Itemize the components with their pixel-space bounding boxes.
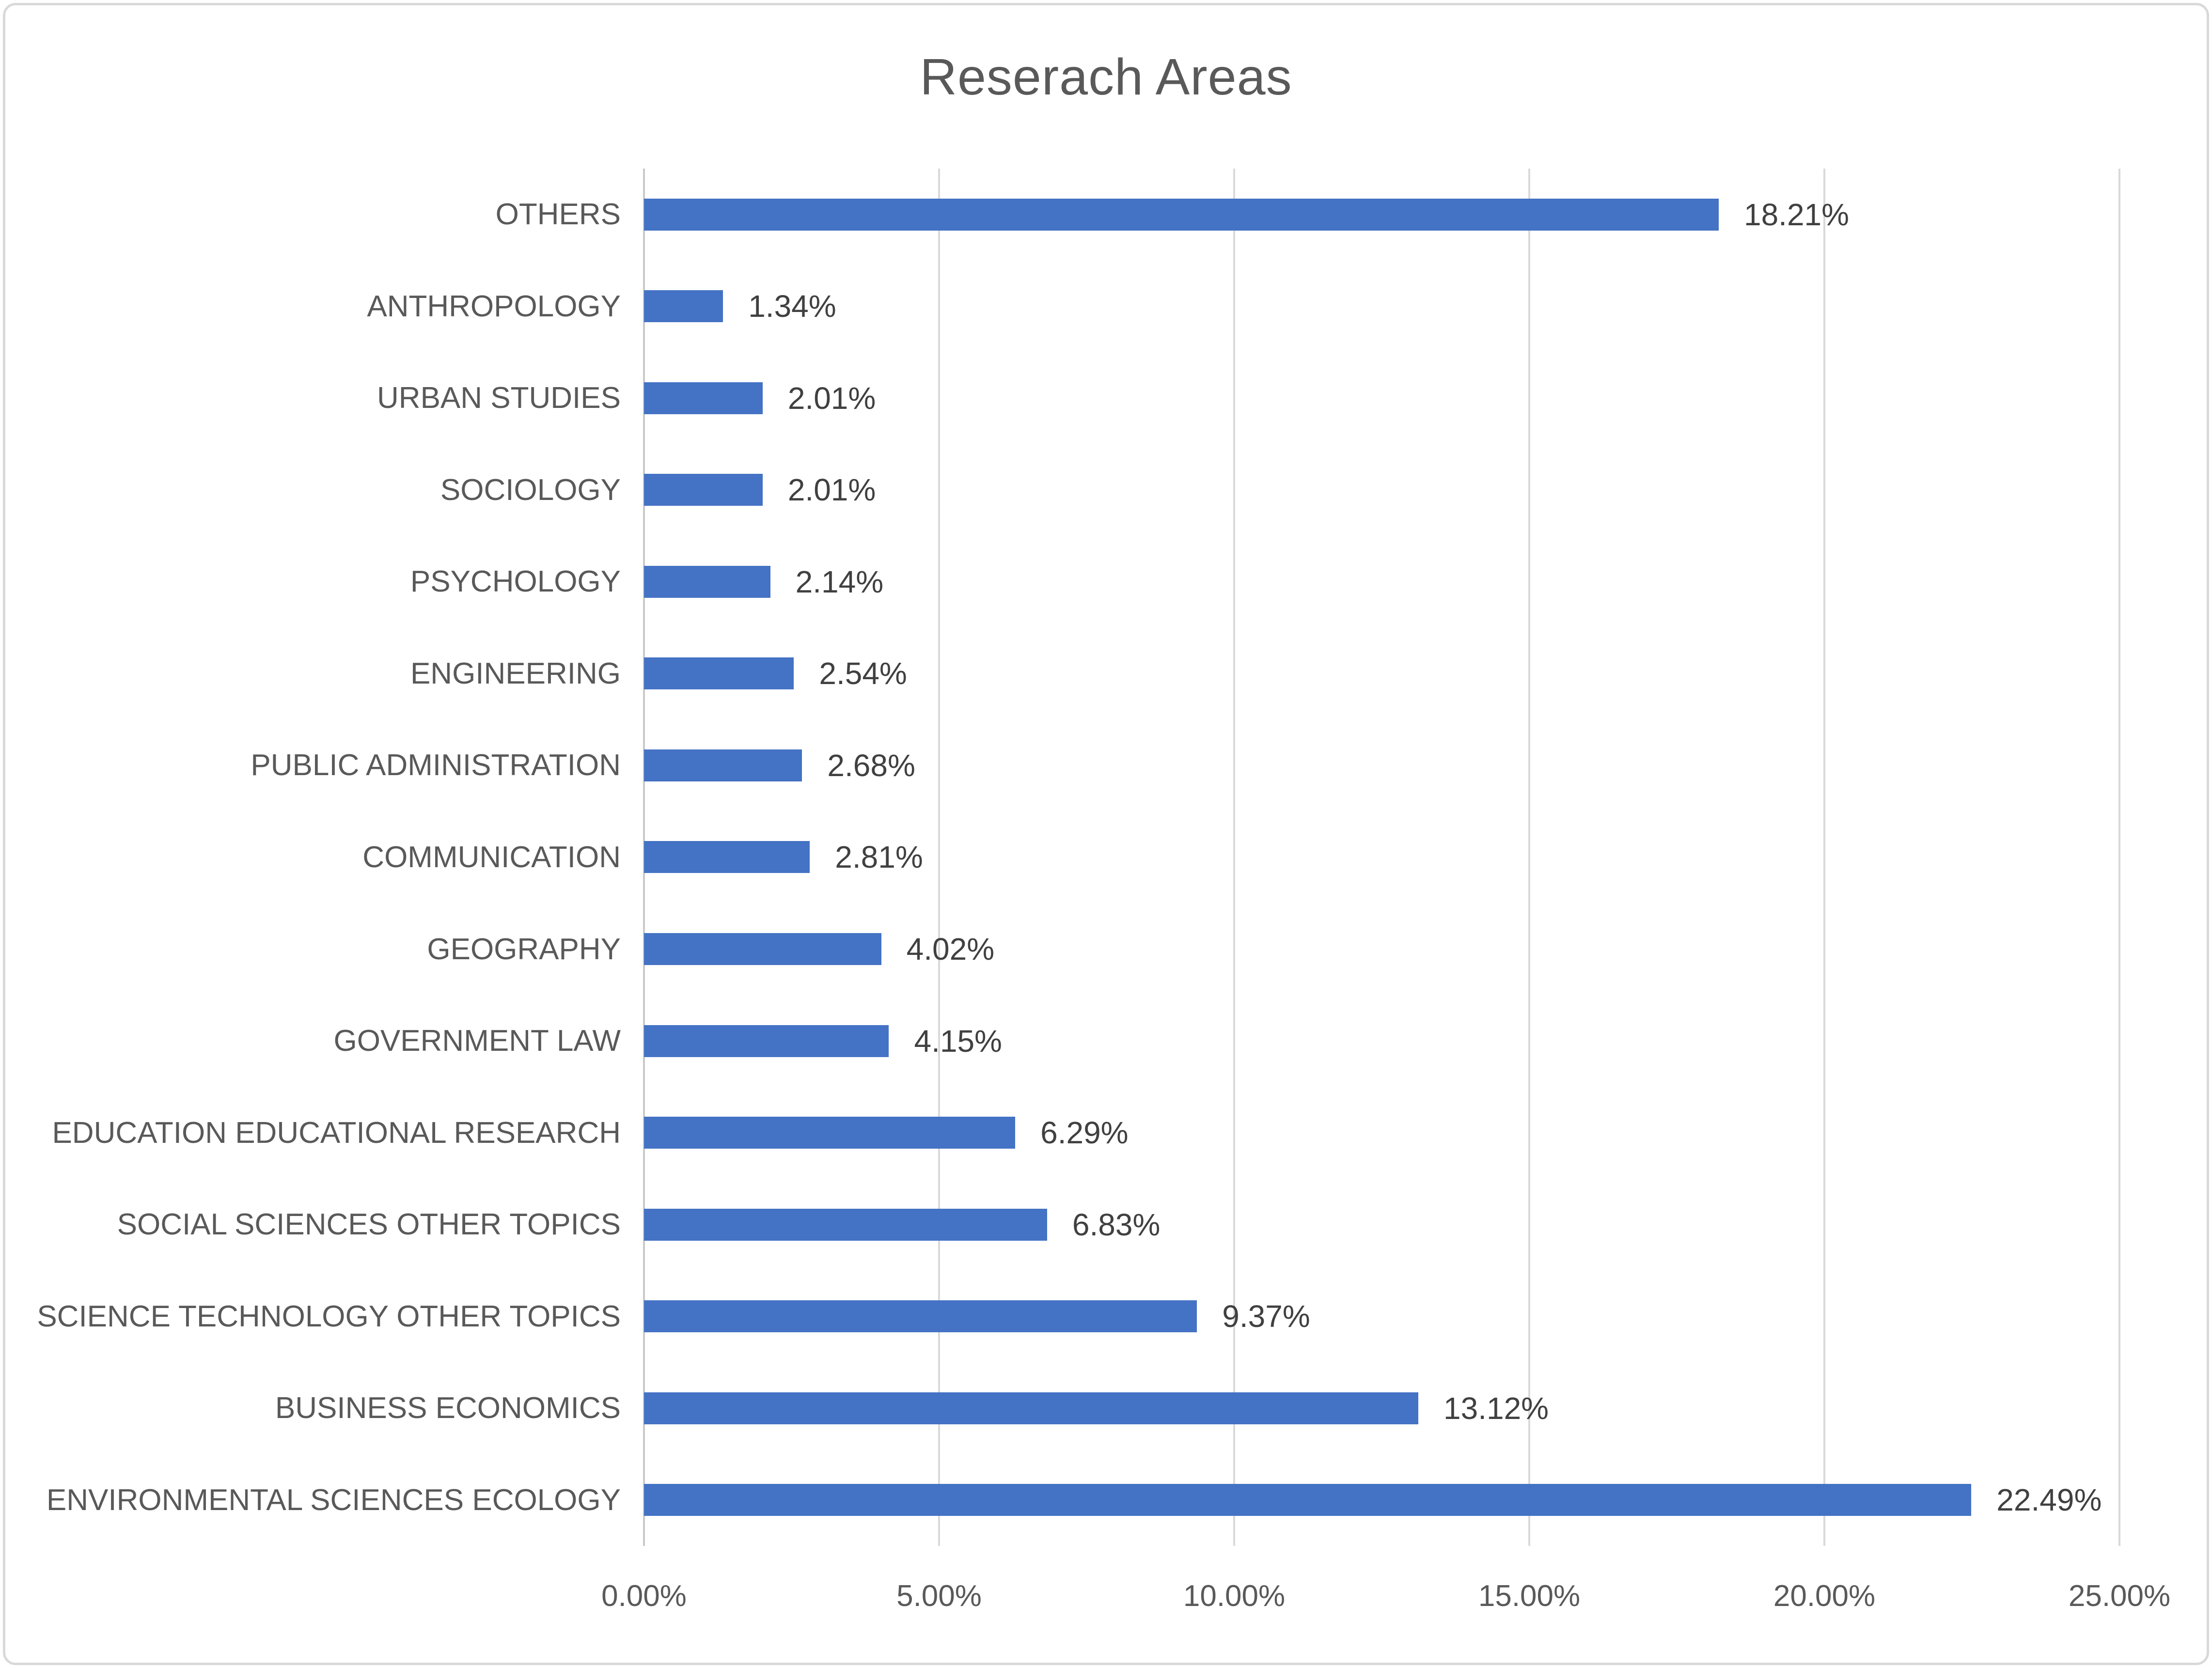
value-label: 4.02%: [906, 932, 995, 967]
bar-rows: 18.21% 1.34% 2.01% 2.01% 2.14% 2.54% 2.68% 2.81…: [644, 169, 2119, 1546]
category-label: GOVERNMENT LAW: [333, 1024, 621, 1058]
value-label: 22.49%: [1996, 1482, 2102, 1518]
value-label: 2.54%: [819, 656, 907, 691]
chart-title: Reserach Areas: [920, 48, 1292, 106]
bar-row: 2.54%: [644, 628, 2119, 720]
category-label: COMMUNICATION: [362, 840, 621, 874]
bar: [644, 474, 763, 506]
bar-row: 2.81%: [644, 811, 2119, 904]
x-tick-label: 15.00%: [1478, 1579, 1581, 1613]
bar: [644, 749, 802, 781]
bar: [644, 1025, 889, 1057]
value-label: 4.15%: [914, 1023, 1002, 1059]
category-label: ENGINEERING: [410, 656, 621, 690]
bar: [644, 290, 723, 323]
bar-row: 2.01%: [644, 444, 2119, 536]
value-label: 6.83%: [1072, 1207, 1161, 1242]
plot-area: 18.21% 1.34% 2.01% 2.01% 2.14% 2.54% 2.68% 2.81…: [643, 169, 2120, 1546]
category-label: SOCIAL SCIENCES OTHER TOPICS: [117, 1208, 621, 1242]
value-label: 1.34%: [748, 289, 836, 324]
category-label: GEOGRAPHY: [427, 932, 621, 966]
bar: [644, 1392, 1419, 1424]
bar: [644, 565, 770, 598]
gridline: [1233, 169, 1235, 1546]
x-tick-label: 25.00%: [2068, 1579, 2171, 1613]
gridline: [1823, 169, 1825, 1546]
x-tick-label: 10.00%: [1183, 1579, 1286, 1613]
bar-row: 6.83%: [644, 1179, 2119, 1271]
bar: [644, 382, 763, 414]
value-label: 18.21%: [1743, 197, 1850, 232]
bar: [644, 1117, 1016, 1149]
bar: [644, 841, 810, 873]
gridline: [2118, 169, 2120, 1546]
bar: [644, 657, 794, 690]
value-label: 2.01%: [787, 472, 876, 508]
value-label: 2.14%: [795, 564, 884, 599]
category-label: OTHERS: [495, 198, 621, 232]
category-label: PUBLIC ADMINISTRATION: [251, 748, 621, 782]
category-label: BUSINESS ECONOMICS: [275, 1391, 621, 1425]
bar-row: 9.37%: [644, 1270, 2119, 1362]
value-label: 9.37%: [1222, 1299, 1310, 1334]
bar: [644, 933, 881, 966]
value-label: 2.81%: [835, 840, 923, 875]
bar-row: 2.01%: [644, 352, 2119, 444]
x-axis: 0.00% 5.00% 10.00% 15.00% 20.00% 25.00%: [5, 5, 2207, 1663]
x-tick-label: 20.00%: [1773, 1579, 1876, 1613]
value-label: 13.12%: [1443, 1390, 1549, 1426]
bar: [644, 198, 1719, 231]
chart-frame: Reserach Areas OTHERS ANTHROPOLOGY URBAN S…: [3, 3, 2209, 1665]
category-label: ANTHROPOLOGY: [367, 289, 621, 323]
bar-row: 2.14%: [644, 536, 2119, 628]
x-tick-label: 0.00%: [601, 1579, 687, 1613]
gridline: [1528, 169, 1530, 1546]
bar-row: 4.15%: [644, 995, 2119, 1087]
category-label: URBAN STUDIES: [377, 381, 621, 415]
category-label: ENVIRONMENTAL SCIENCES ECOLOGY: [46, 1483, 621, 1517]
value-label: 6.29%: [1040, 1115, 1129, 1151]
category-label: SOCIOLOGY: [440, 473, 621, 507]
bar: [644, 1484, 1972, 1516]
gridline: [938, 169, 940, 1546]
bar-row: 2.68%: [644, 719, 2119, 811]
bar-row: 13.12%: [644, 1362, 2119, 1454]
value-label: 2.01%: [787, 380, 876, 416]
bar-row: 22.49%: [644, 1454, 2119, 1546]
bar-row: 1.34%: [644, 261, 2119, 353]
category-label: EDUCATION EDUCATIONAL RESEARCH: [52, 1116, 621, 1150]
bar-row: 4.02%: [644, 903, 2119, 995]
bar-row: 18.21%: [644, 169, 2119, 261]
value-label: 2.68%: [827, 748, 915, 783]
bar: [644, 1208, 1047, 1241]
category-label: SCIENCE TECHNOLOGY OTHER TOPICS: [37, 1299, 621, 1333]
category-axis: OTHERS ANTHROPOLOGY URBAN STUDIES SOCIOLOGY…: [5, 169, 621, 1546]
bar: [644, 1300, 1197, 1333]
category-label: PSYCHOLOGY: [410, 565, 621, 599]
x-tick-label: 5.00%: [896, 1579, 982, 1613]
bar-row: 6.29%: [644, 1087, 2119, 1179]
